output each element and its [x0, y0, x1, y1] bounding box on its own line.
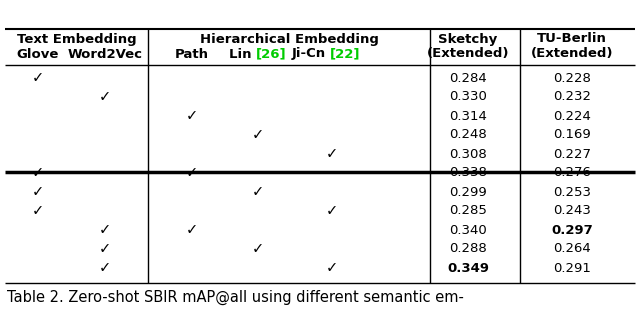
Text: 0.291: 0.291: [553, 262, 591, 275]
Text: 0.288: 0.288: [449, 243, 487, 256]
Text: 0.299: 0.299: [449, 185, 487, 198]
Text: (Extended): (Extended): [531, 48, 613, 61]
Text: ✓: ✓: [32, 71, 44, 86]
Text: 0.243: 0.243: [553, 205, 591, 217]
Text: 0.308: 0.308: [449, 147, 487, 160]
Text: (Extended): (Extended): [427, 48, 509, 61]
Text: ✓: ✓: [32, 165, 44, 180]
Text: Ji-Cn: Ji-Cn: [291, 48, 330, 61]
Text: ✓: ✓: [326, 146, 338, 161]
Text: 0.264: 0.264: [553, 243, 591, 256]
Text: ✓: ✓: [99, 90, 111, 104]
Text: 0.330: 0.330: [449, 91, 487, 104]
Text: [22]: [22]: [330, 48, 360, 61]
Text: ✓: ✓: [99, 222, 111, 238]
Text: 0.285: 0.285: [449, 205, 487, 217]
Text: 0.224: 0.224: [553, 109, 591, 123]
Text: ✓: ✓: [252, 184, 264, 199]
Text: 0.276: 0.276: [553, 166, 591, 179]
Text: Text Embedding: Text Embedding: [17, 33, 136, 45]
Text: Sketchy: Sketchy: [438, 33, 498, 45]
Text: ✓: ✓: [99, 261, 111, 276]
Text: Glove: Glove: [17, 48, 59, 61]
Text: ✓: ✓: [186, 109, 198, 123]
Text: ✓: ✓: [32, 203, 44, 219]
Text: ✓: ✓: [252, 128, 264, 142]
Text: 0.248: 0.248: [449, 128, 487, 142]
Text: Path: Path: [175, 48, 209, 61]
Text: ✓: ✓: [252, 242, 264, 257]
Text: ✓: ✓: [99, 242, 111, 257]
Text: 0.232: 0.232: [553, 91, 591, 104]
Text: Hierarchical Embedding: Hierarchical Embedding: [200, 33, 378, 45]
Text: 0.338: 0.338: [449, 166, 487, 179]
Text: TU-Berlin: TU-Berlin: [537, 33, 607, 45]
Text: 0.297: 0.297: [551, 224, 593, 236]
Text: Table 2. Zero-shot SBIR mAP@all using different semantic em-: Table 2. Zero-shot SBIR mAP@all using di…: [7, 290, 464, 304]
Text: ✓: ✓: [186, 222, 198, 238]
Text: ✓: ✓: [326, 203, 338, 219]
Text: 0.227: 0.227: [553, 147, 591, 160]
Text: 0.169: 0.169: [553, 128, 591, 142]
Text: 0.314: 0.314: [449, 109, 487, 123]
Text: ✓: ✓: [326, 261, 338, 276]
Text: 0.228: 0.228: [553, 72, 591, 85]
Text: 0.284: 0.284: [449, 72, 487, 85]
Text: Word2Vec: Word2Vec: [67, 48, 143, 61]
Text: 0.349: 0.349: [447, 262, 489, 275]
Text: [26]: [26]: [256, 48, 287, 61]
Text: ✓: ✓: [32, 184, 44, 199]
Text: Lin: Lin: [229, 48, 256, 61]
Text: ✓: ✓: [186, 165, 198, 180]
Text: 0.340: 0.340: [449, 224, 487, 236]
Text: 0.253: 0.253: [553, 185, 591, 198]
